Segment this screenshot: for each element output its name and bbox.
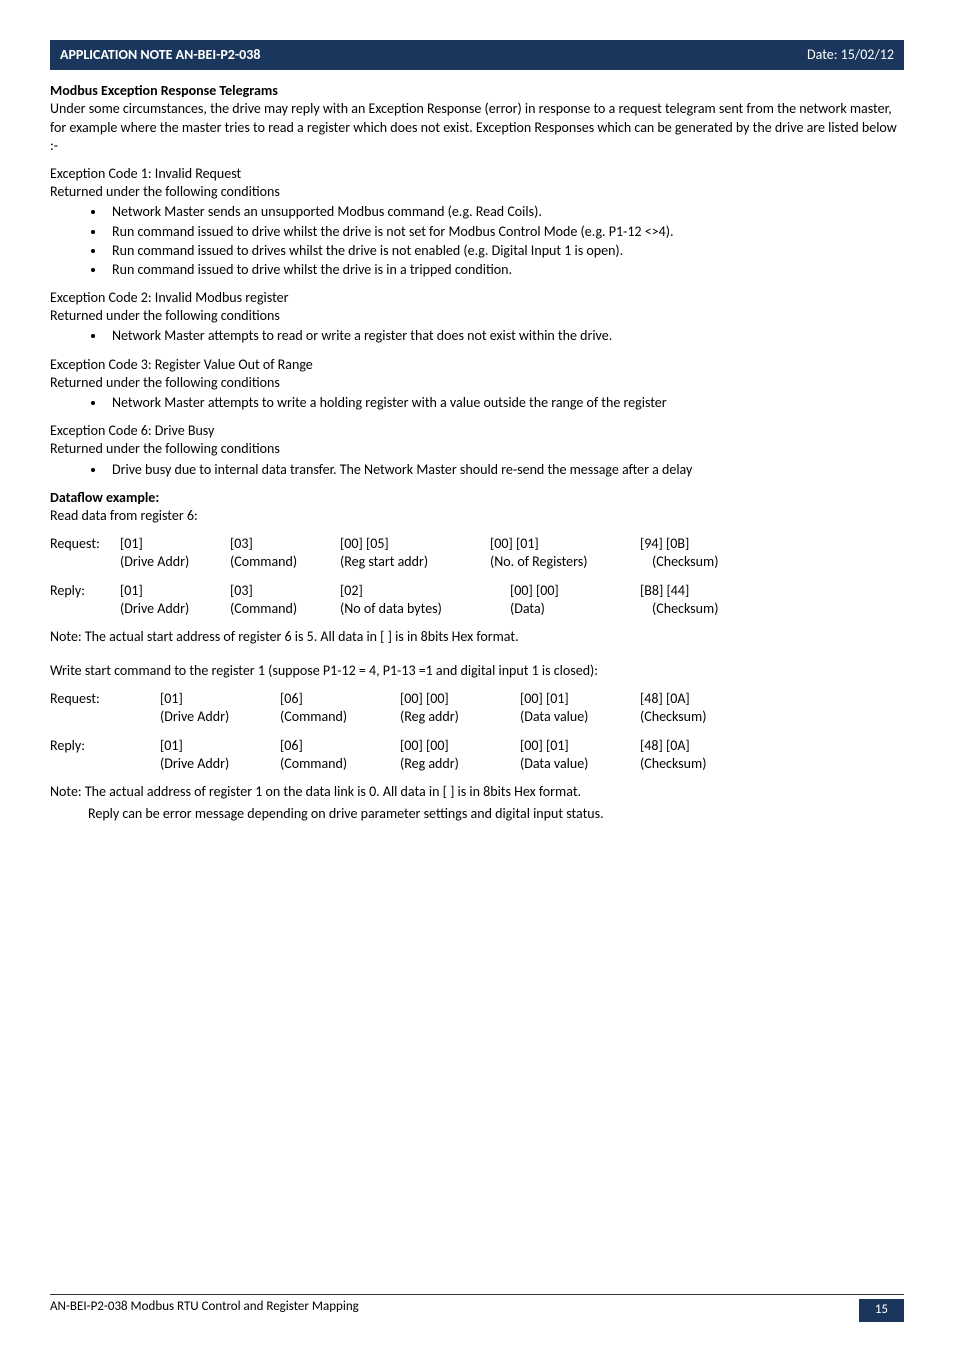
table-row: (Drive Addr) (Command) (Reg start addr) … bbox=[50, 553, 904, 571]
cell bbox=[50, 600, 120, 618]
cell: [00] [00] bbox=[400, 690, 520, 708]
cell: (Drive Addr) bbox=[120, 600, 230, 618]
dataflow-table-1: Request: [01] [03] [00] [05] [00] [01] [… bbox=[50, 535, 904, 618]
cell bbox=[50, 553, 120, 571]
ex3-list: Network Master attempts to write a holdi… bbox=[50, 394, 904, 412]
table-row: Request: [01] [06] [00] [00] [00] [01] [… bbox=[50, 690, 904, 708]
cell: [06] bbox=[280, 690, 400, 708]
table-row: Reply: [01] [03] [02] [00] [00] [B8] [44… bbox=[50, 582, 904, 600]
app-note-banner: APPLICATION NOTE AN-BEI-P2-038 Date: 15/… bbox=[50, 40, 904, 70]
ex3-sub: Returned under the following conditions bbox=[50, 374, 904, 392]
cell bbox=[50, 755, 160, 773]
note-2a: Note: The actual address of register 1 o… bbox=[50, 783, 904, 801]
cell: [B8] [44] bbox=[640, 582, 904, 600]
cell: [03] bbox=[230, 582, 340, 600]
cell: (Checksum) bbox=[640, 553, 904, 571]
table-row: (Drive Addr) (Command) (Reg addr) (Data … bbox=[50, 755, 904, 773]
cell: (Data value) bbox=[520, 755, 640, 773]
note-1: Note: The actual start address of regist… bbox=[50, 628, 904, 646]
cell: [01] bbox=[120, 582, 230, 600]
cell: [00] [00] bbox=[490, 582, 640, 600]
cell: [00] [00] bbox=[400, 737, 520, 755]
list-item: Network Master attempts to read or write… bbox=[106, 327, 904, 345]
cell: (Reg start addr) bbox=[340, 553, 490, 571]
write-command-line: Write start command to the register 1 (s… bbox=[50, 662, 904, 680]
ex1-sub: Returned under the following conditions bbox=[50, 183, 904, 201]
cell: [48] [0A] bbox=[640, 737, 904, 755]
cell: (Command) bbox=[280, 708, 400, 726]
cell: Reply: bbox=[50, 582, 120, 600]
list-item: Network Master sends an unsupported Modb… bbox=[106, 203, 904, 221]
intro-paragraph: Under some circumstances, the drive may … bbox=[50, 100, 904, 155]
cell: Request: bbox=[50, 535, 120, 553]
cell: [01] bbox=[160, 690, 280, 708]
page-footer: AN-BEI-P2-038 Modbus RTU Control and Reg… bbox=[50, 1294, 904, 1322]
dataflow-sub: Read data from register 6: bbox=[50, 507, 904, 525]
ex1-title: Exception Code 1: Invalid Request bbox=[50, 165, 904, 183]
table-row: Request: [01] [03] [00] [05] [00] [01] [… bbox=[50, 535, 904, 553]
cell: (Checksum) bbox=[640, 600, 904, 618]
cell: (Reg addr) bbox=[400, 708, 520, 726]
table-row: (Drive Addr) (Command) (Reg addr) (Data … bbox=[50, 708, 904, 726]
ex1-list: Network Master sends an unsupported Modb… bbox=[50, 203, 904, 279]
list-item: Drive busy due to internal data transfer… bbox=[106, 461, 904, 479]
cell: [03] bbox=[230, 535, 340, 553]
note-2b: Reply can be error message depending on … bbox=[50, 805, 904, 823]
cell: (Command) bbox=[230, 553, 340, 571]
list-item: Run command issued to drive whilst the d… bbox=[106, 261, 904, 279]
cell: [06] bbox=[280, 737, 400, 755]
ex2-sub: Returned under the following conditions bbox=[50, 307, 904, 325]
heading-dataflow: Dataflow example: bbox=[50, 489, 904, 507]
cell: (Drive Addr) bbox=[160, 755, 280, 773]
cell: (Data) bbox=[490, 600, 640, 618]
cell: Request: bbox=[50, 690, 160, 708]
footer-divider bbox=[50, 1294, 904, 1295]
table-row: (Drive Addr) (Command) (No of data bytes… bbox=[50, 600, 904, 618]
cell: [01] bbox=[160, 737, 280, 755]
cell: [01] bbox=[120, 535, 230, 553]
heading-modbus-exception: Modbus Exception Response Telegrams bbox=[50, 82, 904, 100]
dataflow-table-2: Request: [01] [06] [00] [00] [00] [01] [… bbox=[50, 690, 904, 773]
ex2-list: Network Master attempts to read or write… bbox=[50, 327, 904, 345]
cell: (Checksum) bbox=[640, 708, 904, 726]
banner-date: Date: 15/02/12 bbox=[807, 46, 894, 64]
cell: (Data value) bbox=[520, 708, 640, 726]
ex6-list: Drive busy due to internal data transfer… bbox=[50, 461, 904, 479]
ex2-title: Exception Code 2: Invalid Modbus registe… bbox=[50, 289, 904, 307]
ex3-title: Exception Code 3: Register Value Out of … bbox=[50, 356, 904, 374]
cell: Reply: bbox=[50, 737, 160, 755]
cell: (Checksum) bbox=[640, 755, 904, 773]
cell: (No of data bytes) bbox=[340, 600, 490, 618]
list-item: Run command issued to drives whilst the … bbox=[106, 242, 904, 260]
cell: (Command) bbox=[280, 755, 400, 773]
cell: [02] bbox=[340, 582, 490, 600]
cell: (Reg addr) bbox=[400, 755, 520, 773]
list-item: Run command issued to drive whilst the d… bbox=[106, 223, 904, 241]
ex6-title: Exception Code 6: Drive Busy bbox=[50, 422, 904, 440]
cell: [00] [05] bbox=[340, 535, 490, 553]
footer-page-number: 15 bbox=[859, 1299, 904, 1322]
cell: (No. of Registers) bbox=[490, 553, 640, 571]
footer-doc-title: AN-BEI-P2-038 Modbus RTU Control and Reg… bbox=[50, 1299, 359, 1322]
cell: (Command) bbox=[230, 600, 340, 618]
list-item: Network Master attempts to write a holdi… bbox=[106, 394, 904, 412]
cell: [00] [01] bbox=[520, 737, 640, 755]
cell: [00] [01] bbox=[490, 535, 640, 553]
cell: [48] [0A] bbox=[640, 690, 904, 708]
cell bbox=[50, 708, 160, 726]
cell: [94] [0B] bbox=[640, 535, 904, 553]
table-row: Reply: [01] [06] [00] [00] [00] [01] [48… bbox=[50, 737, 904, 755]
cell: (Drive Addr) bbox=[160, 708, 280, 726]
banner-title: APPLICATION NOTE AN-BEI-P2-038 bbox=[60, 46, 260, 64]
cell: [00] [01] bbox=[520, 690, 640, 708]
ex6-sub: Returned under the following conditions bbox=[50, 440, 904, 458]
cell: (Drive Addr) bbox=[120, 553, 230, 571]
